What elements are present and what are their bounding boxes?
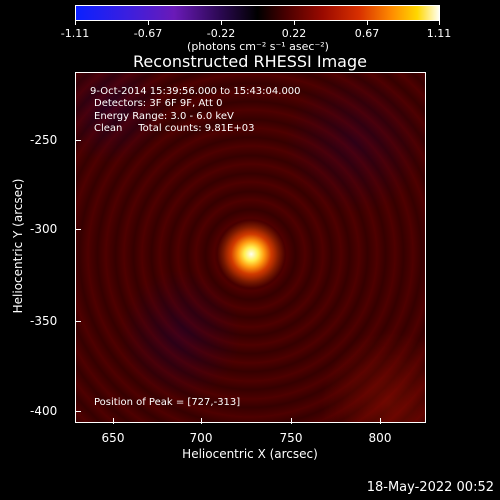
colorbar-tick-label: 0.67 [354,27,380,40]
x-tick-mark [201,418,202,424]
colorbar-tick-mark [75,20,76,25]
x-tick-label: 650 [101,431,125,445]
x-tick-label: 750 [279,431,303,445]
colorbar-tick-label: -0.22 [206,27,236,40]
info-peak-position: Position of Peak = [727,-313] [94,397,241,408]
y-tick-mark [75,411,81,412]
generation-timestamp: 18-May-2022 00:52 [366,480,494,495]
y-tick-label: -400 [30,404,58,418]
x-tick-mark [291,418,292,424]
y-tick-mark [75,321,81,322]
colorbar-tick-label: -1.11 [60,27,90,40]
colorbar-tick-mark [367,20,368,25]
info-energy-range: Energy Range: 3.0 - 6.0 keV [94,111,234,122]
y-tick-mark [75,140,81,141]
plot-title: Reconstructed RHESSI Image [133,52,367,71]
y-tick-mark [75,229,81,230]
colorbar-tick-label: 0.22 [281,27,307,40]
x-tick-label: 800 [368,431,392,445]
y-tick-label: -250 [30,133,58,147]
colorbar-tick-label: 1.11 [426,27,452,40]
info-time-range: 9-Oct-2014 15:39:56.000 to 15:43:04.000 [90,86,301,97]
x-tick-mark [113,418,114,424]
info-clean-counts: Clean Total counts: 9.81E+03 [94,123,255,134]
x-tick-label: 700 [189,431,213,445]
colorbar-tick-mark [148,20,149,25]
x-axis-label: Heliocentric X (arcsec) [182,447,318,461]
y-tick-label: -350 [30,314,58,328]
rhessi-image [75,72,426,423]
colorbar-tick-label: -0.67 [133,27,163,40]
colorbar-unit-label: (photons cm⁻² s⁻¹ asec⁻²) [187,40,329,53]
x-tick-mark [380,418,381,424]
colorbar [75,5,440,21]
y-axis-label: Heliocentric Y (arcsec) [11,178,25,314]
y-tick-label: -300 [30,222,58,236]
colorbar-tick-mark [221,20,222,25]
info-detectors: Detectors: 3F 6F 9F, Att 0 [94,98,223,109]
colorbar-tick-mark [439,20,440,25]
colorbar-tick-mark [294,20,295,25]
